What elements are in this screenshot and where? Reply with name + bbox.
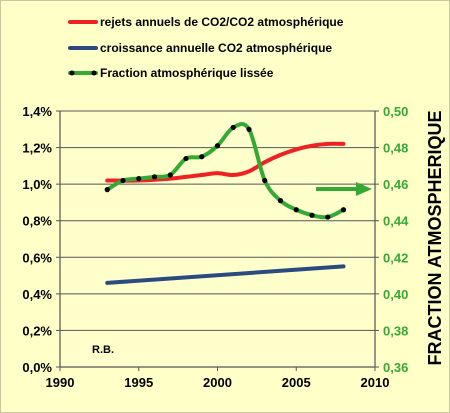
series-point-3	[183, 155, 189, 162]
author-note: R.B.	[92, 344, 114, 356]
right-axis-label: FRACTION ATMOSPHERIQUE	[425, 111, 445, 366]
left-tick-label: 0,6%	[22, 250, 52, 265]
legend: rejets annuels de CO2/CO2 atmosphérique c…	[68, 15, 344, 80]
x-tick-label: 2000	[203, 375, 232, 390]
series-point-3	[340, 207, 347, 213]
left-tick-label: 0,4%	[22, 287, 52, 302]
series-point-3	[104, 187, 110, 193]
axes-layer: 0,0% 0,2% 0,4% 0,6% 0,8% 1,0% 1,2% 1,4% 0,36 0,38…	[22, 104, 409, 390]
series-point-3	[262, 177, 268, 184]
right-tick-label: 0,46	[383, 177, 408, 192]
series-point-3	[230, 124, 236, 131]
series-point-3	[309, 212, 315, 218]
legend-marker	[69, 70, 75, 76]
series-point-3	[199, 154, 205, 160]
plot-background	[60, 111, 375, 367]
right-tick-label: 0,40	[383, 287, 408, 302]
series-point-3	[167, 172, 173, 178]
left-tick-label: 0,2%	[22, 323, 52, 338]
left-tick-label: 0,8%	[22, 214, 52, 229]
series-point-3	[293, 207, 299, 213]
series-line-3	[105, 122, 346, 220]
series-point-3	[136, 176, 142, 182]
right-tick-label: 0,36	[383, 360, 408, 375]
plot-area	[60, 111, 375, 367]
right-tick-label: 0,48	[383, 141, 408, 156]
right-tick-label: 0,44	[383, 214, 409, 229]
trend-arrow-icon	[316, 182, 372, 196]
series-point-3	[151, 174, 158, 180]
series-point-3	[246, 126, 252, 132]
x-tick-label: 2010	[361, 375, 390, 390]
right-tick-label: 0,42	[383, 250, 408, 265]
left-tick-label: 0,0%	[22, 360, 52, 375]
left-tick-label: 1,0%	[22, 177, 52, 192]
series-line-2	[105, 264, 346, 285]
legend-marker	[91, 70, 97, 76]
left-tick-label: 1,4%	[22, 104, 52, 119]
legend-label-1: rejets annuels de CO2/CO2 atmosphérique	[100, 15, 344, 29]
series-layer	[104, 122, 347, 285]
series-point-3	[325, 214, 331, 220]
right-tick-label: 0,38	[383, 323, 408, 338]
x-tick-label: 2005	[282, 375, 311, 390]
right-tick-label: 0,50	[383, 104, 408, 119]
series-line-1	[105, 141, 346, 183]
series-point-3	[214, 143, 221, 149]
legend-label-2: croissance annuelle CO2 atmosphérique	[100, 41, 332, 55]
legend-label-3: Fraction atmosphérique lissée	[100, 66, 274, 80]
series-point-3	[120, 177, 126, 184]
x-tick-label: 1995	[124, 375, 153, 390]
series-point-3	[277, 198, 284, 204]
x-tick-label: 1990	[46, 375, 75, 390]
left-tick-label: 1,2%	[22, 141, 52, 156]
